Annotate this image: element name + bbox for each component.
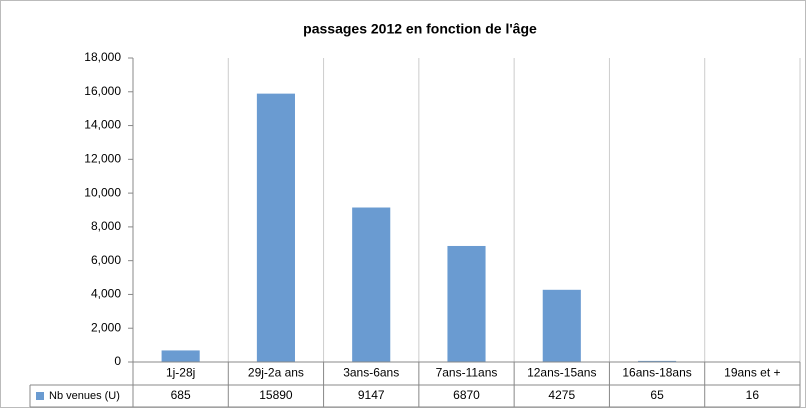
bar <box>161 350 200 362</box>
x-tick-label: 16ans-18ans <box>622 366 691 380</box>
x-tick-label: 3ans-6ans <box>343 366 399 380</box>
data-table-value: 6870 <box>453 388 480 402</box>
data-table-value: 685 <box>171 388 191 402</box>
y-tick-label: 14,000 <box>84 118 121 132</box>
data-table-value: 15890 <box>259 388 293 402</box>
data-table-value: 4275 <box>548 388 575 402</box>
bar <box>542 289 581 362</box>
data-table-value: 65 <box>650 388 664 402</box>
x-tick-label: 12ans-15ans <box>527 366 596 380</box>
legend-swatch <box>36 392 44 400</box>
bar <box>256 93 295 362</box>
bar <box>352 207 391 362</box>
x-tick-label: 1j-28j <box>166 366 195 380</box>
y-tick-label: 0 <box>114 354 121 368</box>
x-tick-label: 29j-2a ans <box>248 366 304 380</box>
y-tick-label: 2,000 <box>91 320 121 334</box>
bar <box>447 245 486 362</box>
y-tick-label: 8,000 <box>91 219 121 233</box>
data-table-value: 9147 <box>358 388 385 402</box>
y-tick-label: 12,000 <box>84 152 121 166</box>
legend-label: Nb venues (U) <box>49 390 120 402</box>
chart-title: passages 2012 en fonction de l'âge <box>303 21 537 37</box>
y-tick-label: 4,000 <box>91 287 121 301</box>
y-tick-label: 16,000 <box>84 84 121 98</box>
data-table-value: 16 <box>746 388 760 402</box>
y-tick-label: 18,000 <box>84 50 121 64</box>
x-tick-label: 19ans et + <box>724 366 780 380</box>
y-tick-label: 10,000 <box>84 185 121 199</box>
y-tick-label: 6,000 <box>91 253 121 267</box>
bar <box>638 360 677 362</box>
x-tick-label: 7ans-11ans <box>436 366 498 380</box>
